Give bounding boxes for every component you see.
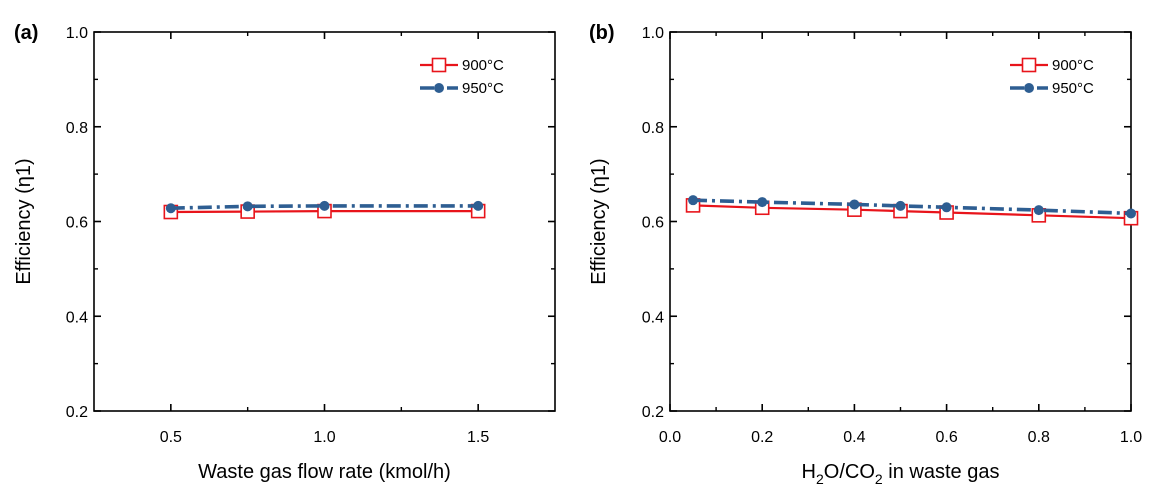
chart-panel-b: 0.2 0.4 0.6 0.8 1.0 0.0 0.2 0.4 0.6 0.8 1.0 (b) Effi…: [588, 22, 1142, 487]
x-tick-label: 0.2: [751, 429, 773, 446]
data-point-950c: [1033, 205, 1044, 216]
data-point-950c: [895, 200, 906, 211]
data-point-950c: [941, 202, 952, 213]
data-point-950c: [242, 201, 253, 212]
legend-marker: [434, 83, 444, 93]
panel-label: (a): [14, 22, 38, 44]
chart-panel-a: 0.2 0.4 0.6 0.8 1.0 0.5 1.0 1.5 (a) Efficiency (η…: [13, 22, 556, 483]
legend-label: 900°C: [1052, 57, 1094, 74]
y-tick-label: 0.2: [66, 404, 88, 421]
data-point-950c: [688, 195, 699, 206]
x-tick-label: 0.4: [843, 429, 865, 446]
y-tick-label: 0.4: [66, 309, 88, 326]
data-point-950c: [319, 200, 330, 211]
data-point-950c: [1126, 208, 1136, 219]
legend-label: 950°C: [1052, 80, 1094, 97]
x-tick-label: 0.0: [659, 429, 681, 446]
series-line-900c: [170, 210, 479, 214]
data-point-950c: [165, 203, 176, 214]
x-tick-label: 1.5: [467, 429, 489, 446]
x-axis-title: H2O/CO2 in waste gas: [802, 461, 1000, 487]
data-point-950c: [849, 199, 860, 210]
y-tick-label: 0.8: [66, 120, 88, 137]
y-tick-label: 0.6: [66, 215, 88, 232]
x-tick-label: 1.0: [313, 429, 335, 446]
y-tick-label: 0.6: [642, 215, 664, 232]
panel-label: (b): [589, 22, 615, 44]
data-point-950c: [473, 200, 484, 211]
x-tick-label: 1.0: [1120, 429, 1142, 446]
y-tick-label: 1.0: [66, 25, 88, 42]
y-axis-title: Efficiency (η1): [13, 158, 35, 284]
legend-marker: [431, 57, 447, 73]
y-tick-label: 1.0: [642, 25, 664, 42]
legend-marker: [1024, 83, 1034, 93]
y-axis-title: Efficiency (η1): [588, 158, 610, 284]
legend-label: 950°C: [462, 80, 504, 97]
x-axis-title: Waste gas flow rate (kmol/h): [198, 461, 451, 483]
series-line-950c: [170, 204, 479, 210]
data-point-950c: [757, 197, 768, 208]
y-tick-label: 0.8: [642, 120, 664, 137]
y-tick-label: 0.4: [642, 309, 664, 326]
x-tick-label: 0.5: [160, 429, 182, 446]
legend-label: 900°C: [462, 57, 504, 74]
legend-marker: [1021, 57, 1037, 73]
x-tick-label: 0.6: [935, 429, 957, 446]
x-tick-label: 0.8: [1028, 429, 1050, 446]
y-tick-label: 0.2: [642, 404, 664, 421]
